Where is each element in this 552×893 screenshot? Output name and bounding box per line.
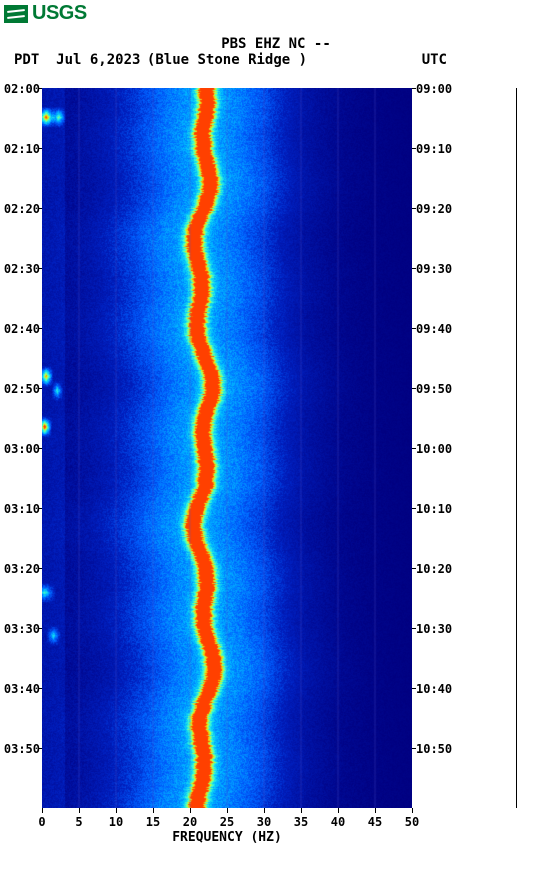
xtick: 15 (146, 815, 160, 829)
logo-text: USGS (32, 2, 87, 25)
ytick-left: 02:50 (2, 382, 40, 396)
station-id: PBS EHZ NC -- (0, 36, 552, 52)
ytick-left: 03:00 (2, 442, 40, 456)
xtick: 45 (368, 815, 382, 829)
xtick: 10 (109, 815, 123, 829)
ytick-left: 03:20 (2, 562, 40, 576)
ytick-left: 02:00 (2, 82, 40, 96)
plot-header: PBS EHZ NC -- (0, 36, 552, 52)
ytick-left: 03:50 (2, 742, 40, 756)
ytick-right: 10:00 (416, 442, 456, 456)
station-name: (Blue Stone Ridge ) (0, 52, 454, 68)
ytick-right: 09:30 (416, 262, 456, 276)
tz-right: UTC (422, 52, 447, 68)
xtick: 0 (38, 815, 45, 829)
ytick-left: 02:30 (2, 262, 40, 276)
ytick-right: 09:40 (416, 322, 456, 336)
ytick-right: 10:50 (416, 742, 456, 756)
ytick-left: 02:40 (2, 322, 40, 336)
spectrogram-canvas (42, 88, 412, 808)
ytick-left: 02:20 (2, 202, 40, 216)
xtick: 20 (183, 815, 197, 829)
ytick-right: 10:20 (416, 562, 456, 576)
colorbar-edge (516, 88, 517, 808)
xtick: 40 (331, 815, 345, 829)
xtick: 5 (75, 815, 82, 829)
ytick-left: 02:10 (2, 142, 40, 156)
ytick-right: 09:00 (416, 82, 456, 96)
ytick-left: 03:10 (2, 502, 40, 516)
ytick-right: 09:10 (416, 142, 456, 156)
spectrogram-plot (42, 88, 412, 808)
usgs-wave-icon (4, 5, 28, 23)
xtick: 35 (294, 815, 308, 829)
xtick: 50 (405, 815, 419, 829)
ytick-right: 09:20 (416, 202, 456, 216)
ytick-left: 03:40 (2, 682, 40, 696)
xtick: 25 (220, 815, 234, 829)
ytick-right: 10:10 (416, 502, 456, 516)
ytick-right: 09:50 (416, 382, 456, 396)
x-axis-label: FREQUENCY (HZ) (0, 830, 454, 845)
ytick-left: 03:30 (2, 622, 40, 636)
usgs-logo: USGS (4, 2, 87, 25)
ytick-right: 10:30 (416, 622, 456, 636)
ytick-right: 10:40 (416, 682, 456, 696)
xtick: 30 (257, 815, 271, 829)
